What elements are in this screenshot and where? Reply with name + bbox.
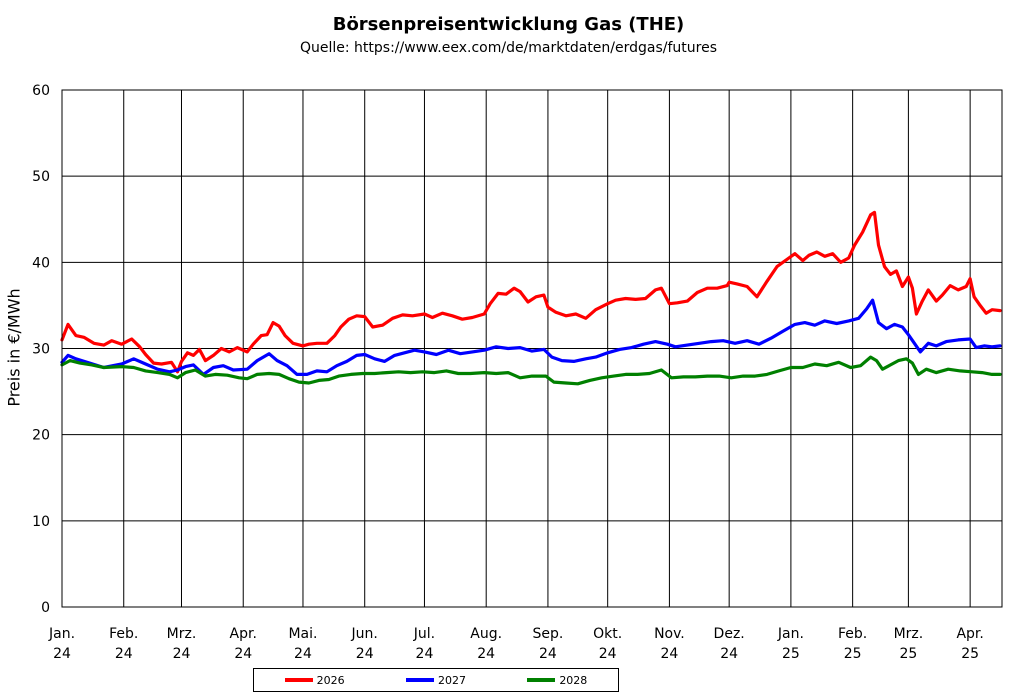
- x-tick-month: Mrz.: [894, 626, 924, 642]
- legend: 2026 2027 2028: [253, 668, 619, 692]
- legend-swatch-2026: [284, 678, 313, 682]
- x-tick-month: Jun.: [351, 626, 378, 642]
- y-tick-label: 20: [32, 428, 50, 444]
- x-tick-month: Feb.: [838, 626, 867, 642]
- x-tick-month: Okt.: [593, 626, 622, 642]
- y-tick-label: 0: [41, 600, 50, 616]
- x-tick-year: 25: [899, 646, 917, 662]
- x-tick-year: 24: [720, 646, 738, 662]
- series-line-2026: [60, 210, 1002, 374]
- x-tick-month: Dez.: [714, 626, 745, 642]
- x-tick-month: Nov.: [654, 626, 685, 642]
- x-tick-year: 24: [234, 646, 252, 662]
- x-tick-month: Jul.: [413, 626, 435, 642]
- series-line-2027: [60, 298, 1002, 376]
- x-tick-year: 24: [115, 646, 133, 662]
- x-tick-month: Apr.: [956, 626, 983, 642]
- y-tick-label: 60: [32, 83, 50, 99]
- x-tick-month: Mai.: [288, 626, 317, 642]
- x-tick-year: 24: [539, 646, 557, 662]
- legend-swatch-2028: [527, 678, 556, 682]
- x-tick-year: 25: [961, 646, 979, 662]
- x-tick-month: Jan.: [48, 626, 75, 642]
- x-tick-month: Aug.: [470, 626, 502, 642]
- x-tick-year: 24: [53, 646, 71, 662]
- x-tick-year: 24: [661, 646, 679, 662]
- legend-label-2026: 2026: [316, 673, 345, 687]
- x-tick-year: 24: [599, 646, 617, 662]
- y-tick-label: 30: [32, 342, 50, 358]
- x-tick-year: 24: [416, 646, 434, 662]
- x-tick-year: 24: [356, 646, 374, 662]
- legend-label-2027: 2027: [437, 673, 466, 687]
- x-tick-year: 25: [782, 646, 800, 662]
- chart-subtitle: Quelle: https://www.eex.com/de/marktdate…: [299, 40, 718, 56]
- x-tick-month: Mrz.: [167, 626, 197, 642]
- x-tick-year: 25: [844, 646, 862, 662]
- plot-frame: [61, 89, 1003, 608]
- x-tick-month: Apr.: [230, 626, 257, 642]
- x-tick-year: 24: [294, 646, 312, 662]
- chart-title: Börsenpreisentwicklung Gas (THE): [332, 14, 685, 35]
- legend-swatch-2027: [405, 678, 434, 682]
- legend-label-2028: 2028: [559, 673, 588, 687]
- y-tick-label: 40: [32, 255, 50, 271]
- series-line-2028: [60, 355, 1002, 386]
- x-tick-year: 24: [477, 646, 495, 662]
- legend-item-2028: 2028: [527, 674, 587, 687]
- y-tick-label: 10: [32, 514, 50, 530]
- legend-item-2026: 2026: [284, 673, 345, 687]
- x-tick-month: Sep.: [533, 626, 564, 642]
- x-tick-year: 24: [173, 646, 191, 662]
- legend-item-2027: 2027: [405, 673, 466, 687]
- x-tick-month: Feb.: [109, 626, 138, 642]
- y-tick-label: 50: [32, 169, 50, 185]
- x-tick-month: Jan.: [777, 626, 804, 642]
